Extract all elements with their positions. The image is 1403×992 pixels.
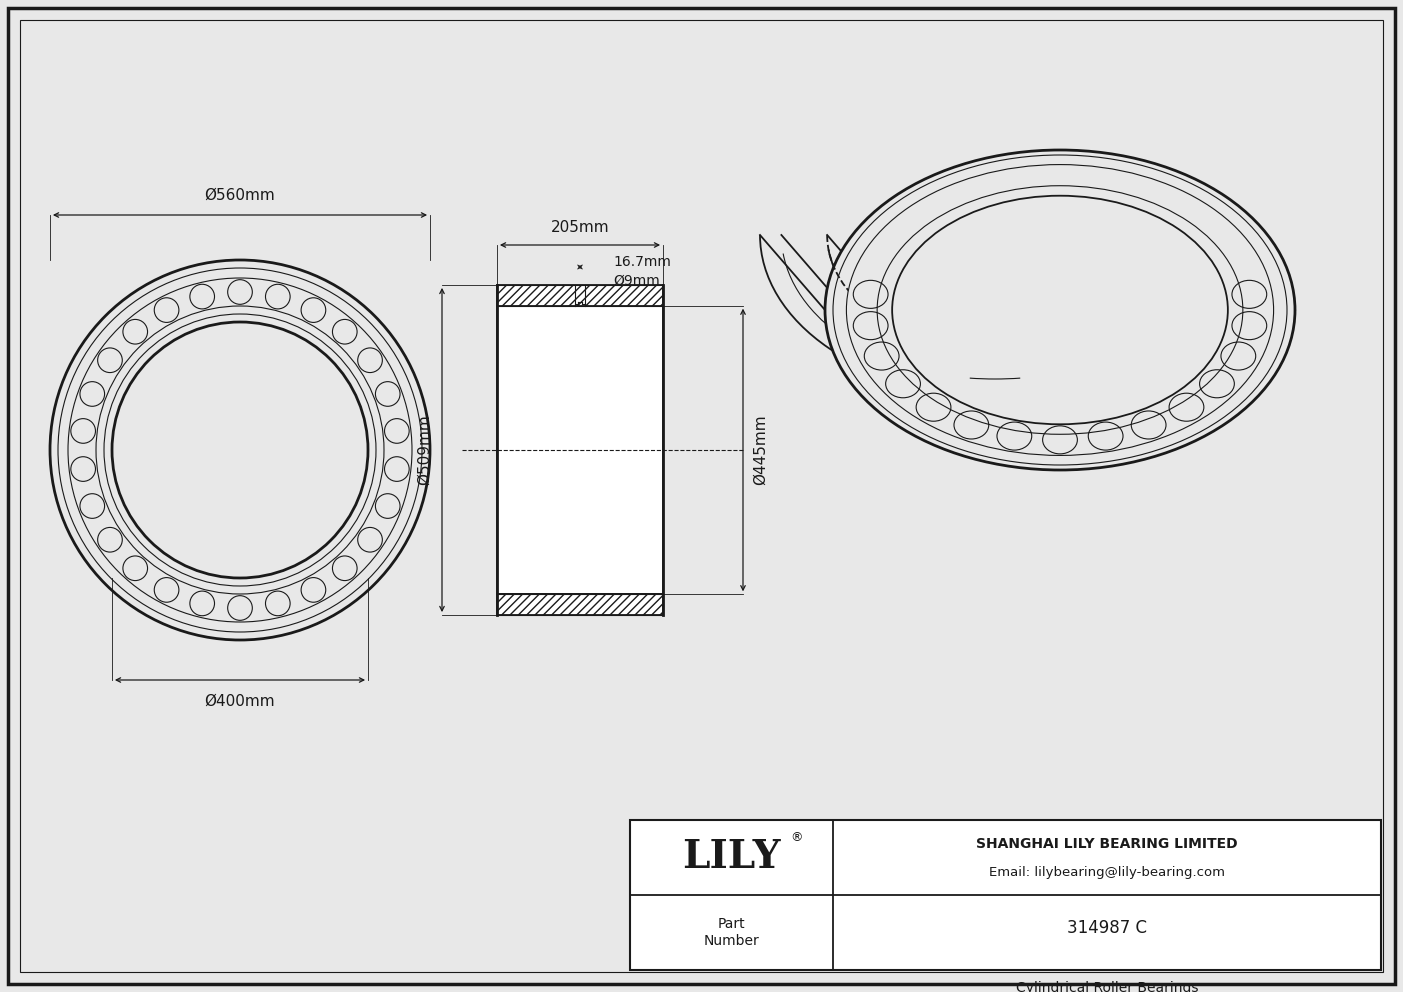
Circle shape (80, 494, 105, 519)
Bar (630, 820, 1381, 970)
Circle shape (123, 556, 147, 580)
Circle shape (98, 528, 122, 553)
Ellipse shape (1232, 311, 1267, 339)
Ellipse shape (885, 370, 920, 398)
Circle shape (154, 577, 180, 602)
Bar (497, 285, 664, 306)
Text: LILY: LILY (682, 838, 780, 877)
Ellipse shape (916, 393, 951, 422)
Text: Ø445mm: Ø445mm (753, 415, 767, 485)
Ellipse shape (954, 411, 989, 439)
Circle shape (358, 528, 383, 553)
Ellipse shape (1232, 281, 1267, 309)
Ellipse shape (853, 281, 888, 309)
Circle shape (189, 285, 215, 309)
Bar (497, 285, 664, 306)
Circle shape (227, 595, 253, 620)
Text: SHANGHAI LILY BEARING LIMITED: SHANGHAI LILY BEARING LIMITED (976, 837, 1237, 851)
Ellipse shape (1221, 342, 1256, 370)
Text: 314987 C: 314987 C (1066, 919, 1146, 937)
Ellipse shape (825, 150, 1295, 470)
Ellipse shape (1131, 411, 1166, 439)
Ellipse shape (1042, 426, 1078, 454)
Text: Ø560mm: Ø560mm (205, 188, 275, 203)
Ellipse shape (998, 422, 1031, 450)
Ellipse shape (864, 342, 899, 370)
Text: Ø400mm: Ø400mm (205, 694, 275, 709)
Text: Ø9mm: Ø9mm (613, 274, 661, 288)
Text: Ø509mm: Ø509mm (417, 415, 432, 485)
Circle shape (333, 556, 358, 580)
Circle shape (80, 382, 105, 407)
Circle shape (384, 419, 410, 443)
Circle shape (123, 319, 147, 344)
Bar (497, 594, 664, 615)
Text: ®: ® (790, 831, 803, 844)
Ellipse shape (853, 311, 888, 339)
Circle shape (376, 494, 400, 519)
Text: 16.7mm: 16.7mm (613, 255, 671, 269)
Ellipse shape (1200, 370, 1235, 398)
Ellipse shape (1169, 393, 1204, 422)
Circle shape (384, 456, 410, 481)
Circle shape (265, 591, 290, 616)
Ellipse shape (846, 165, 1274, 455)
Bar (497, 306, 664, 594)
Circle shape (189, 591, 215, 616)
Circle shape (376, 382, 400, 407)
Circle shape (154, 298, 180, 322)
Circle shape (302, 577, 325, 602)
Circle shape (70, 419, 95, 443)
Text: Part
Number: Part Number (703, 918, 759, 947)
Circle shape (70, 456, 95, 481)
Circle shape (333, 319, 358, 344)
Circle shape (358, 348, 383, 373)
Circle shape (227, 280, 253, 305)
Text: 205mm: 205mm (551, 220, 609, 235)
Circle shape (302, 298, 325, 322)
Circle shape (98, 348, 122, 373)
Bar (497, 594, 664, 615)
Ellipse shape (1089, 422, 1122, 450)
Text: Cylindrical Roller Bearings: Cylindrical Roller Bearings (1016, 981, 1198, 992)
Circle shape (265, 285, 290, 309)
Ellipse shape (892, 195, 1228, 425)
Text: Email: lilybearing@lily-bearing.com: Email: lilybearing@lily-bearing.com (989, 866, 1225, 879)
